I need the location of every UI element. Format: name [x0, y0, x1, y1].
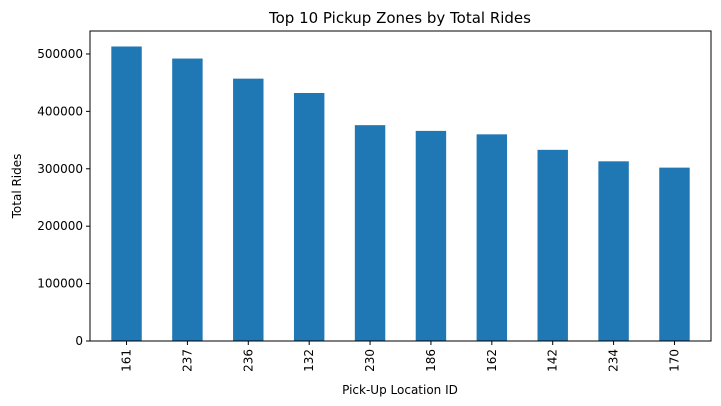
y-tick-label: 500000 — [37, 47, 83, 61]
x-tick-label: 237 — [180, 349, 194, 372]
x-tick-label: 132 — [302, 349, 316, 372]
y-axis-label: Total Rides — [10, 154, 24, 220]
chart-title: Top 10 Pickup Zones by Total Rides — [268, 9, 531, 27]
y-tick-label: 400000 — [37, 104, 83, 118]
bar-132 — [293, 93, 325, 341]
bar-142 — [537, 149, 568, 341]
bar-237 — [172, 58, 203, 342]
y-tick-label: 300000 — [37, 162, 83, 176]
x-tick-label: 186 — [424, 349, 438, 372]
y-tick-label: 100000 — [37, 277, 83, 291]
x-tick-label: 234 — [607, 349, 621, 372]
x-tick-label: 161 — [120, 349, 134, 372]
x-tick-label: 230 — [363, 349, 377, 372]
x-tick-label: 170 — [667, 349, 681, 372]
y-tick-label: 0 — [75, 334, 83, 348]
y-axis: 0 100000 200000 300000 400000 500000 — [37, 47, 90, 348]
x-tick-label: 162 — [485, 349, 499, 372]
bar-161 — [111, 46, 142, 341]
x-axis: 161 237 236 132 230 186 162 142 234 170 — [120, 341, 681, 372]
plot-frame — [89, 30, 712, 342]
x-tick-label: 236 — [241, 349, 255, 372]
bar-230 — [354, 125, 386, 341]
y-tick-label: 200000 — [37, 219, 83, 233]
bars — [111, 46, 690, 342]
bar-234 — [598, 161, 629, 341]
bar-170 — [659, 167, 690, 341]
x-axis-label: Pick-Up Location ID — [342, 383, 458, 397]
bar-236 — [233, 78, 264, 342]
bar-162 — [476, 134, 508, 341]
x-tick-label: 142 — [546, 349, 560, 372]
bar-186 — [415, 130, 447, 341]
